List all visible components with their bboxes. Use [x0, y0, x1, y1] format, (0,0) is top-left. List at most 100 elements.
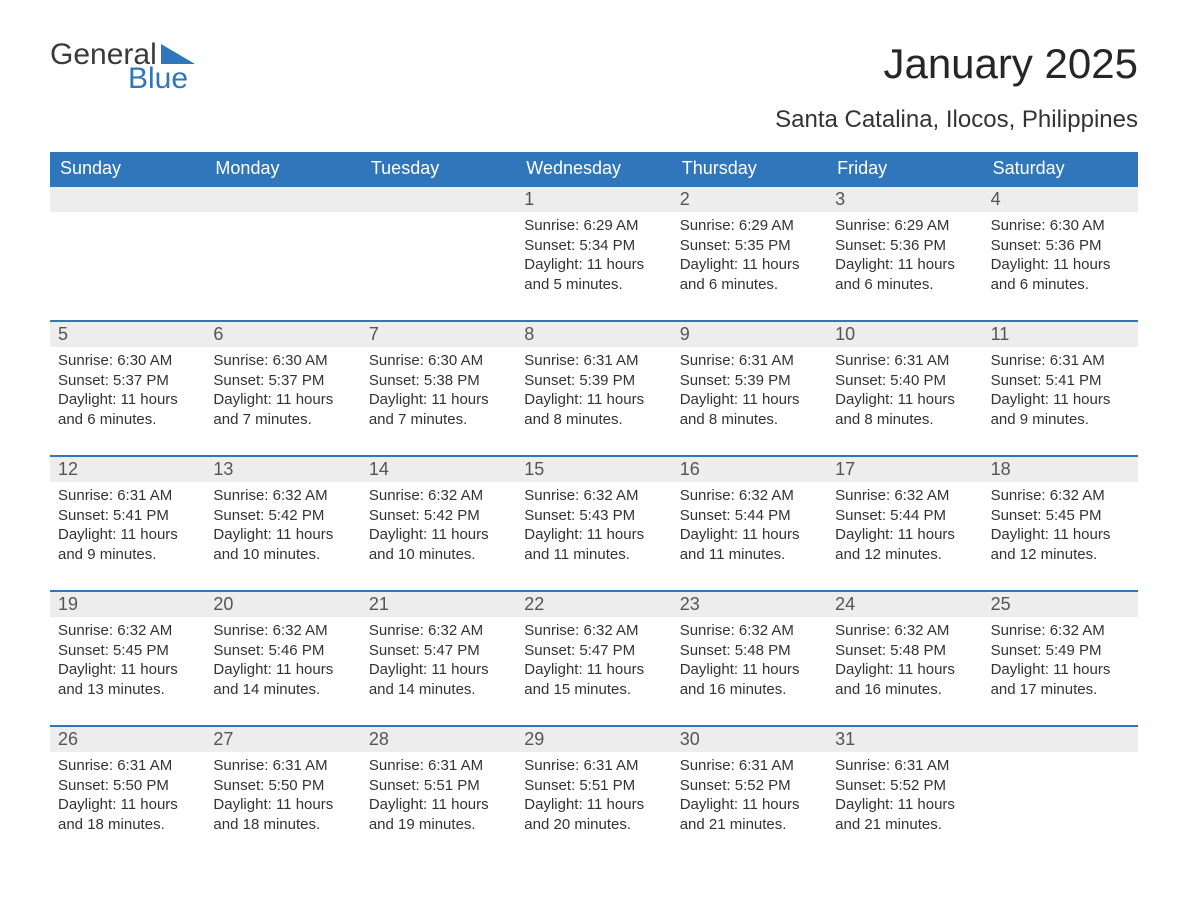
- day-line: Sunset: 5:37 PM: [58, 371, 197, 391]
- day-cell: Sunrise: 6:31 AMSunset: 5:39 PMDaylight:…: [672, 347, 827, 443]
- day-line: Sunrise: 6:29 AM: [680, 216, 819, 236]
- day-line: Daylight: 11 hours and 16 minutes.: [680, 660, 819, 699]
- day-line: Sunset: 5:47 PM: [369, 641, 508, 661]
- day-line: Sunset: 5:48 PM: [680, 641, 819, 661]
- day-line: Sunset: 5:38 PM: [369, 371, 508, 391]
- daynum-row: 567891011: [50, 322, 1138, 347]
- day-cell: Sunrise: 6:32 AMSunset: 5:42 PMDaylight:…: [361, 482, 516, 578]
- day-number: 26: [50, 727, 205, 752]
- day-cell: Sunrise: 6:31 AMSunset: 5:39 PMDaylight:…: [516, 347, 671, 443]
- day-number: 24: [827, 592, 982, 617]
- day-number: 19: [50, 592, 205, 617]
- day-number: 9: [672, 322, 827, 347]
- day-number: 25: [983, 592, 1138, 617]
- daynum-row: 12131415161718: [50, 457, 1138, 482]
- day-line: Sunrise: 6:31 AM: [991, 351, 1130, 371]
- day-line: Sunrise: 6:32 AM: [369, 486, 508, 506]
- daynum-row: 1234: [50, 187, 1138, 212]
- day-line: Daylight: 11 hours and 10 minutes.: [369, 525, 508, 564]
- day-line: Sunset: 5:40 PM: [835, 371, 974, 391]
- day-line: Sunset: 5:44 PM: [680, 506, 819, 526]
- day-line: Sunrise: 6:32 AM: [680, 621, 819, 641]
- calendar-week: 19202122232425Sunrise: 6:32 AMSunset: 5:…: [50, 590, 1138, 713]
- day-content-row: Sunrise: 6:30 AMSunset: 5:37 PMDaylight:…: [50, 347, 1138, 443]
- day-line: Daylight: 11 hours and 7 minutes.: [213, 390, 352, 429]
- calendar-header-row: SundayMondayTuesdayWednesdayThursdayFrid…: [50, 152, 1138, 185]
- day-cell: Sunrise: 6:30 AMSunset: 5:38 PMDaylight:…: [361, 347, 516, 443]
- day-line: Sunrise: 6:31 AM: [524, 756, 663, 776]
- day-line: Daylight: 11 hours and 16 minutes.: [835, 660, 974, 699]
- day-cell: Sunrise: 6:31 AMSunset: 5:41 PMDaylight:…: [50, 482, 205, 578]
- day-line: Sunset: 5:50 PM: [58, 776, 197, 796]
- daynum-row: 19202122232425: [50, 592, 1138, 617]
- day-line: Sunset: 5:41 PM: [991, 371, 1130, 391]
- calendar-week: 12131415161718Sunrise: 6:31 AMSunset: 5:…: [50, 455, 1138, 578]
- day-line: Daylight: 11 hours and 6 minutes.: [58, 390, 197, 429]
- day-number: 29: [516, 727, 671, 752]
- day-cell: Sunrise: 6:32 AMSunset: 5:47 PMDaylight:…: [361, 617, 516, 713]
- day-line: Sunset: 5:48 PM: [835, 641, 974, 661]
- day-line: Sunrise: 6:32 AM: [213, 621, 352, 641]
- day-number: 27: [205, 727, 360, 752]
- day-line: Daylight: 11 hours and 11 minutes.: [680, 525, 819, 564]
- day-cell: Sunrise: 6:32 AMSunset: 5:42 PMDaylight:…: [205, 482, 360, 578]
- day-number: [361, 187, 516, 212]
- day-line: Daylight: 11 hours and 10 minutes.: [213, 525, 352, 564]
- day-cell: Sunrise: 6:31 AMSunset: 5:51 PMDaylight:…: [516, 752, 671, 848]
- day-line: Daylight: 11 hours and 12 minutes.: [835, 525, 974, 564]
- location-label: Santa Catalina, Ilocos, Philippines: [775, 106, 1138, 134]
- day-cell: Sunrise: 6:32 AMSunset: 5:47 PMDaylight:…: [516, 617, 671, 713]
- day-number: 31: [827, 727, 982, 752]
- day-cell: [361, 212, 516, 308]
- day-cell: Sunrise: 6:29 AMSunset: 5:34 PMDaylight:…: [516, 212, 671, 308]
- day-number: 15: [516, 457, 671, 482]
- day-line: Sunset: 5:52 PM: [680, 776, 819, 796]
- day-line: Daylight: 11 hours and 13 minutes.: [58, 660, 197, 699]
- day-line: Sunrise: 6:32 AM: [835, 486, 974, 506]
- day-cell: Sunrise: 6:32 AMSunset: 5:49 PMDaylight:…: [983, 617, 1138, 713]
- day-cell: Sunrise: 6:31 AMSunset: 5:52 PMDaylight:…: [672, 752, 827, 848]
- day-line: Daylight: 11 hours and 17 minutes.: [991, 660, 1130, 699]
- day-cell: Sunrise: 6:32 AMSunset: 5:44 PMDaylight:…: [672, 482, 827, 578]
- day-number: 5: [50, 322, 205, 347]
- day-number: 3: [827, 187, 982, 212]
- day-number: 12: [50, 457, 205, 482]
- calendar-header-cell: Thursday: [672, 152, 827, 185]
- day-number: 7: [361, 322, 516, 347]
- day-content-row: Sunrise: 6:32 AMSunset: 5:45 PMDaylight:…: [50, 617, 1138, 713]
- day-cell: Sunrise: 6:32 AMSunset: 5:48 PMDaylight:…: [827, 617, 982, 713]
- day-number: 1: [516, 187, 671, 212]
- day-cell: Sunrise: 6:32 AMSunset: 5:45 PMDaylight:…: [983, 482, 1138, 578]
- day-line: Sunrise: 6:31 AM: [835, 351, 974, 371]
- calendar-week: 567891011Sunrise: 6:30 AMSunset: 5:37 PM…: [50, 320, 1138, 443]
- day-line: Sunset: 5:51 PM: [369, 776, 508, 796]
- day-line: Daylight: 11 hours and 20 minutes.: [524, 795, 663, 834]
- day-cell: Sunrise: 6:32 AMSunset: 5:43 PMDaylight:…: [516, 482, 671, 578]
- day-cell: Sunrise: 6:31 AMSunset: 5:51 PMDaylight:…: [361, 752, 516, 848]
- calendar-header-cell: Tuesday: [361, 152, 516, 185]
- day-line: Sunrise: 6:31 AM: [835, 756, 974, 776]
- day-number: 16: [672, 457, 827, 482]
- month-title: January 2025: [775, 40, 1138, 88]
- day-number: 11: [983, 322, 1138, 347]
- day-line: Sunset: 5:39 PM: [524, 371, 663, 391]
- day-number: [50, 187, 205, 212]
- day-line: Sunrise: 6:31 AM: [680, 756, 819, 776]
- day-line: Sunrise: 6:32 AM: [58, 621, 197, 641]
- day-line: Sunset: 5:44 PM: [835, 506, 974, 526]
- day-line: Sunset: 5:50 PM: [213, 776, 352, 796]
- day-line: Sunrise: 6:31 AM: [524, 351, 663, 371]
- day-number: 2: [672, 187, 827, 212]
- calendar-header-cell: Sunday: [50, 152, 205, 185]
- day-line: Sunset: 5:34 PM: [524, 236, 663, 256]
- day-line: Sunrise: 6:32 AM: [524, 486, 663, 506]
- day-cell: [205, 212, 360, 308]
- day-line: Sunset: 5:47 PM: [524, 641, 663, 661]
- day-line: Sunrise: 6:30 AM: [213, 351, 352, 371]
- day-cell: Sunrise: 6:30 AMSunset: 5:37 PMDaylight:…: [205, 347, 360, 443]
- day-line: Daylight: 11 hours and 9 minutes.: [58, 525, 197, 564]
- logo-text-blue: Blue: [128, 64, 195, 94]
- day-cell: Sunrise: 6:32 AMSunset: 5:46 PMDaylight:…: [205, 617, 360, 713]
- day-number: [205, 187, 360, 212]
- day-line: Sunset: 5:52 PM: [835, 776, 974, 796]
